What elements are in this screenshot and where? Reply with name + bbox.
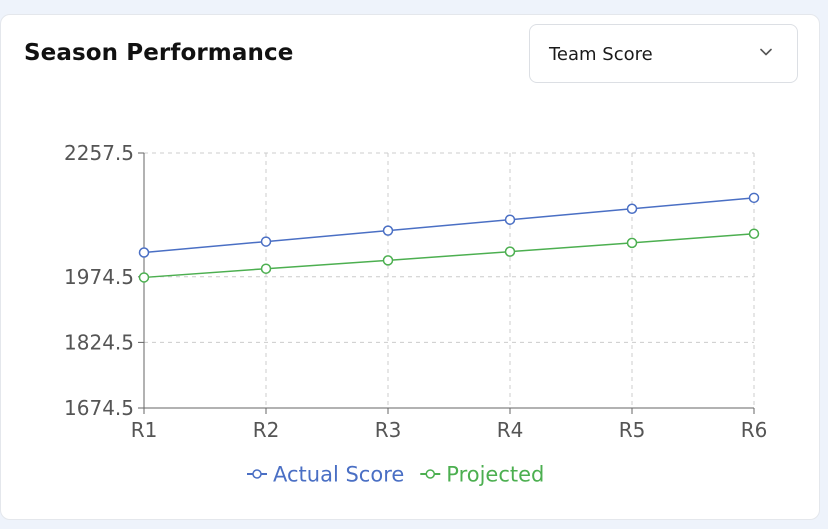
data-point[interactable] xyxy=(504,246,516,257)
y-tick-label: 1824.5 xyxy=(64,330,134,354)
x-tick-label: R3 xyxy=(375,418,402,442)
card-title: Season Performance xyxy=(24,40,294,66)
y-tick-label: 1674.5 xyxy=(64,396,134,420)
chart-axes: 2257.5 1974.5 1824.5 1674.5R1 R2 R3 R4 R5 R6 xyxy=(64,141,767,442)
chart-grid xyxy=(144,152,755,409)
series-line-1 xyxy=(143,232,755,279)
data-point[interactable] xyxy=(382,255,394,266)
legend-swatch-marker xyxy=(425,469,436,479)
x-tick-label: R5 xyxy=(619,418,646,442)
data-point[interactable] xyxy=(382,225,394,236)
performance-card xyxy=(0,14,820,520)
chevron-down-icon xyxy=(760,48,772,56)
metric-select-value: Team Score xyxy=(549,44,653,65)
data-point[interactable] xyxy=(260,236,272,247)
x-tick-label: R2 xyxy=(253,418,280,442)
legend-label: Projected xyxy=(446,463,544,487)
legend-label: Actual Score xyxy=(273,463,404,487)
y-tick-label: 1974.5 xyxy=(64,265,134,289)
data-point[interactable] xyxy=(138,247,150,258)
legend-swatch-marker xyxy=(252,469,262,479)
data-point[interactable] xyxy=(504,214,516,225)
data-point[interactable] xyxy=(260,263,272,274)
x-tick-label: R6 xyxy=(741,418,768,442)
legend-item-1[interactable]: Projected xyxy=(420,463,544,487)
series-line-0 xyxy=(143,197,755,254)
metric-select[interactable]: Team Score xyxy=(529,24,798,83)
data-point[interactable] xyxy=(626,237,638,249)
data-point[interactable] xyxy=(138,272,150,283)
data-point[interactable] xyxy=(626,203,638,215)
chart-legend[interactable]: Actual Score Projected xyxy=(247,463,544,487)
chart-series xyxy=(138,192,760,283)
data-point[interactable] xyxy=(748,192,760,204)
data-point[interactable] xyxy=(748,228,760,239)
x-tick-label: R1 xyxy=(131,418,158,442)
y-tick-label: 2257.5 xyxy=(64,141,134,165)
x-tick-label: R4 xyxy=(497,418,524,442)
legend-item-0[interactable]: Actual Score xyxy=(247,463,404,487)
